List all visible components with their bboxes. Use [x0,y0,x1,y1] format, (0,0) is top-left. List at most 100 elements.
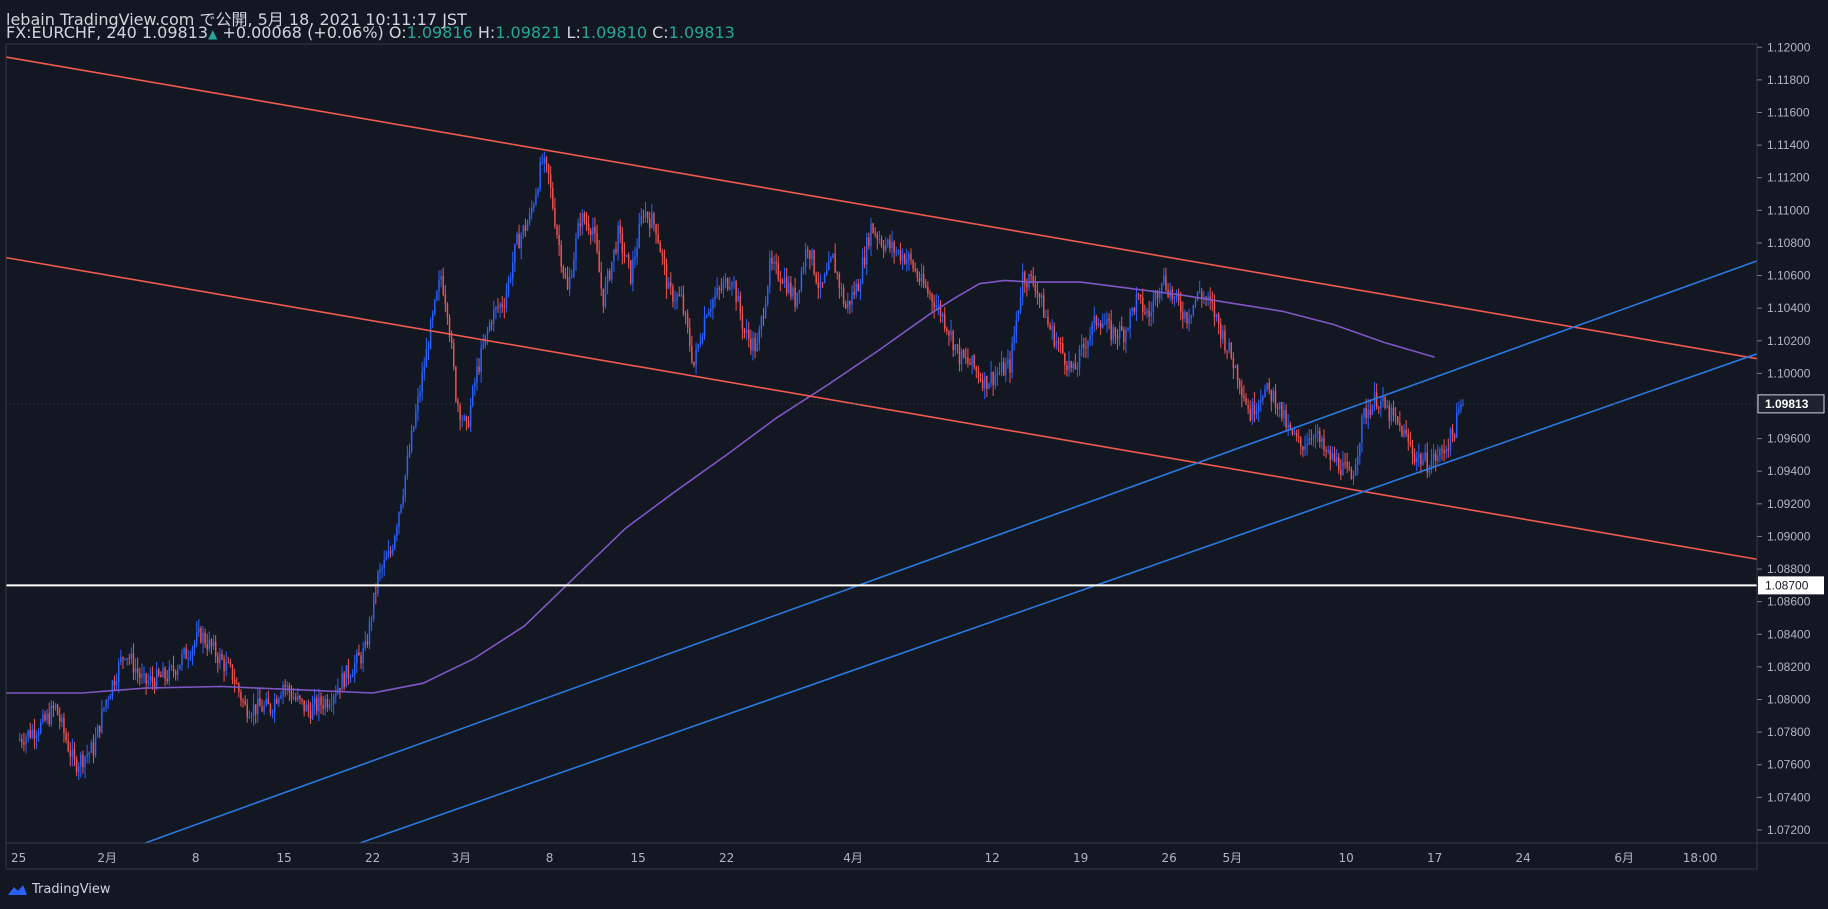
candle [294,692,297,703]
candle-body [604,283,607,307]
candle-body [1390,407,1393,422]
candle [153,677,156,694]
candle [322,695,324,716]
candle [65,728,67,744]
candle-body [1061,343,1064,354]
candle [771,250,773,271]
candle [657,223,659,245]
candle [1179,291,1182,321]
candle-body [299,695,301,699]
candle-body [866,237,868,265]
candle-body [174,671,177,676]
candle-body [969,362,971,365]
candle [259,687,261,707]
candle-body [257,697,259,715]
candle-body [661,252,664,256]
candle [1177,288,1180,306]
candle-body [1323,437,1325,451]
candle [402,488,404,509]
candle-body [425,348,428,368]
candle [1190,314,1192,324]
candle [665,258,668,299]
price-axis-panel[interactable] [1757,44,1828,843]
candle [183,646,185,659]
candle [67,731,69,753]
candle-body [547,164,550,175]
candle [1378,405,1380,414]
candle-body [356,652,358,663]
candle [1083,337,1085,358]
candle [465,415,468,431]
candle [383,550,385,577]
candle [1173,295,1176,307]
candle-body [469,405,472,428]
candle-body [1192,305,1195,315]
candle-body [499,304,501,309]
candle-body [613,249,615,262]
candle [967,348,969,368]
candle-body [872,223,874,234]
tradingview-logo[interactable]: TradingView [6,882,111,897]
candle [528,207,531,226]
candle-body [1453,435,1456,438]
candle-body [821,282,824,284]
candle [556,224,558,239]
candle-body [1028,274,1030,288]
candle [48,702,50,727]
candle-body [1057,341,1060,344]
candle [807,245,809,259]
candle [421,362,423,401]
candle-body [828,260,830,271]
candle [1375,383,1378,410]
candle [882,240,885,259]
candle-body [823,274,826,283]
candle [623,242,626,264]
candle-body [1034,284,1037,292]
candle-body [998,371,1001,374]
candle [174,669,177,681]
candle [686,309,689,334]
candle [693,361,695,368]
candle [884,237,887,254]
candle [554,197,556,229]
candle [526,219,529,232]
candle [415,403,417,429]
candle-body [343,673,345,688]
candle-body [1397,416,1399,423]
candle-body [524,225,527,231]
candle-body [691,346,693,362]
time-axis-ticks[interactable]: 25 2月 8 15 22 3月 8 15 22 4月 12 19 26 5月 10 17 24 6月 18:00 [11,851,1717,865]
candle [929,289,931,300]
candle [971,355,973,375]
candle-body [353,662,356,675]
candle-body [950,331,952,336]
candle [332,693,335,715]
candle-body [1222,330,1224,339]
level-label-box [1758,576,1824,595]
candle [1268,378,1270,395]
candle-body [375,592,377,594]
candle-body [503,306,506,308]
candle-body [221,653,223,660]
candle-body [676,294,678,301]
candle [212,634,215,651]
candle-body [655,224,657,235]
candle [231,664,234,685]
candle-body [442,276,444,295]
candle [764,296,767,319]
candle-body [1226,350,1228,352]
x-tick-label: 8 [546,851,554,865]
candle-body [141,673,143,678]
candle-body [891,242,893,249]
candle [1342,450,1344,476]
candle [1260,389,1262,413]
symbol-label[interactable]: FX:EURCHF, 240 [6,23,137,42]
candle-body [977,370,980,378]
candle [800,266,803,293]
candle-body [1333,453,1336,462]
candle [404,474,407,503]
candle [1380,397,1382,418]
candle-body [195,632,198,643]
candle-body [975,367,978,371]
